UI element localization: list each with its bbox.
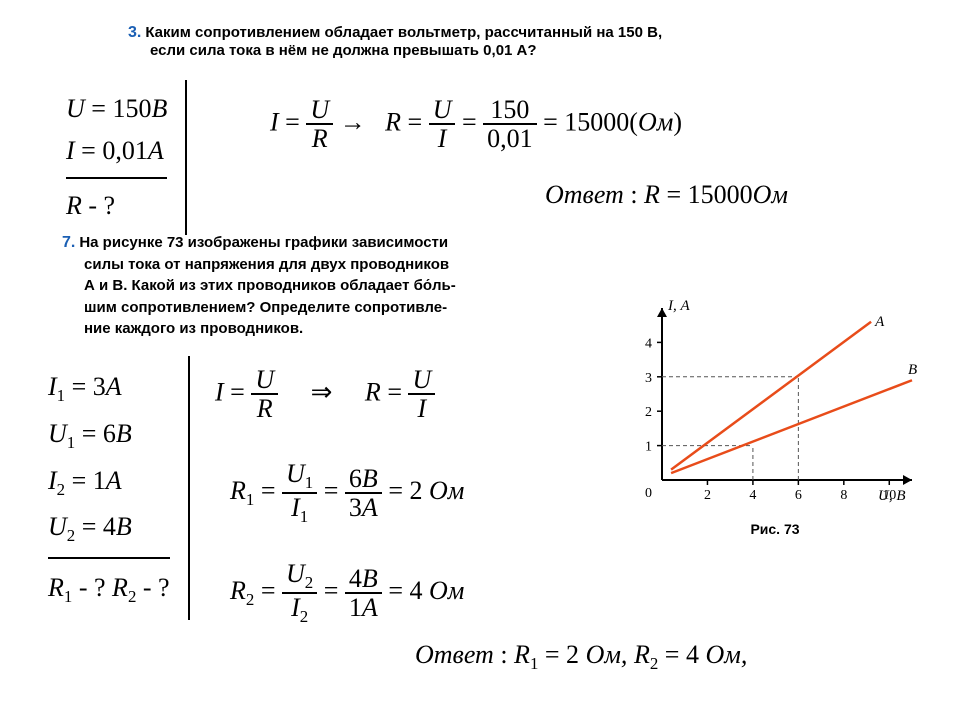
problem3-text-2: если сила тока в нём не должна превышать… <box>150 42 537 59</box>
problem7-number: 7. <box>62 234 75 251</box>
p7-t5: ние каждого из проводников. <box>84 320 303 337</box>
p3-given-rule <box>66 177 167 179</box>
p7-eq-r1: R1 = U1 I1 = 6B 3A = 2 Ом <box>230 460 464 526</box>
p3-given-r: R - ? <box>66 185 167 227</box>
p7-eq-r2: R2 = U2 I2 = 4B 1A = 4 Ом <box>230 560 464 626</box>
svg-text:4: 4 <box>645 336 652 351</box>
p3-derivation: I = UR → R = UI = 1500,01 = 15000(Ом) <box>270 96 682 153</box>
p7-given-r: R1 - ? R2 - ? <box>48 565 170 612</box>
p3-answer: Ответ : R = 15000Ом <box>545 180 788 210</box>
p7-given-u1: U1 = 6B <box>48 411 170 458</box>
svg-text:A: A <box>874 314 885 330</box>
p7-given-rule <box>48 557 170 559</box>
p3-given-i: I = 0,01A <box>66 130 167 172</box>
p7-t1: На рисунке 73 изображены графики зависим… <box>79 234 448 251</box>
iv-chart: 24681012340I, АU, ВAB <box>620 290 930 510</box>
svg-text:4: 4 <box>749 488 756 503</box>
svg-text:3: 3 <box>645 371 652 386</box>
svg-text:U, В: U, В <box>878 488 906 504</box>
problem3-text-1: Каким сопротивлением обладает вольтметр,… <box>145 24 662 41</box>
svg-text:2: 2 <box>704 488 711 503</box>
svg-text:8: 8 <box>840 488 847 503</box>
problem3-number: 3. <box>128 24 141 41</box>
p3-given-u: U = 150B <box>66 88 167 130</box>
chart-caption: Рис. 73 <box>620 521 930 537</box>
p7-answer: Ответ : R1 = 2 Ом, R2 = 4 Ом, <box>415 640 747 674</box>
svg-text:2: 2 <box>645 405 652 420</box>
p7-t4: шим сопротивлением? Определите сопротивл… <box>84 299 447 316</box>
svg-text:1: 1 <box>645 440 652 455</box>
p7-given-i2: I2 = 1A <box>48 458 170 505</box>
svg-text:B: B <box>908 362 917 378</box>
p7-t2: силы тока от напряжения для двух проводн… <box>84 256 449 273</box>
svg-text:0: 0 <box>645 486 652 501</box>
p7-given-u2: U2 = 4B <box>48 504 170 551</box>
p7-t3: А и В. Какой из этих проводников обладае… <box>84 277 456 294</box>
p7-given-i1: I1 = 3A <box>48 364 170 411</box>
svg-text:6: 6 <box>795 488 802 503</box>
svg-text:I, А: I, А <box>667 298 690 314</box>
p7-eq-main: I = UR ⇒ R = UI <box>215 366 435 423</box>
